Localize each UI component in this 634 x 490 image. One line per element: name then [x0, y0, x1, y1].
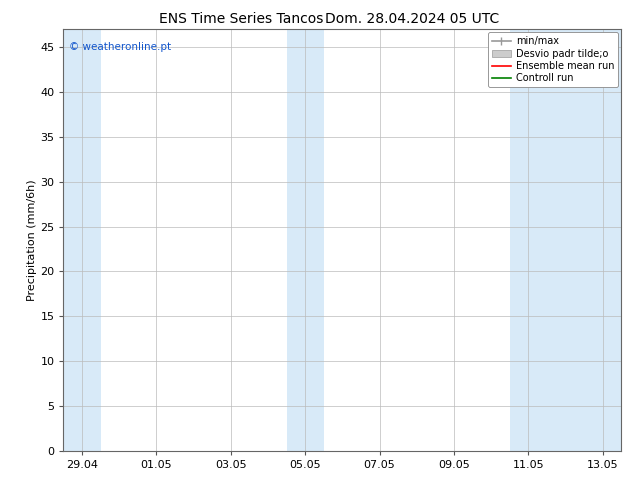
- Bar: [287, 29, 324, 451]
- Text: © weatheronline.pt: © weatheronline.pt: [69, 42, 171, 52]
- Text: ENS Time Series Tancos: ENS Time Series Tancos: [158, 12, 323, 26]
- Y-axis label: Precipitation (mm/6h): Precipitation (mm/6h): [27, 179, 37, 301]
- Bar: [63, 29, 101, 451]
- Text: Dom. 28.04.2024 05 UTC: Dom. 28.04.2024 05 UTC: [325, 12, 499, 26]
- Legend: min/max, Desvio padr tilde;o, Ensemble mean run, Controll run: min/max, Desvio padr tilde;o, Ensemble m…: [488, 32, 618, 87]
- Bar: [510, 29, 621, 451]
